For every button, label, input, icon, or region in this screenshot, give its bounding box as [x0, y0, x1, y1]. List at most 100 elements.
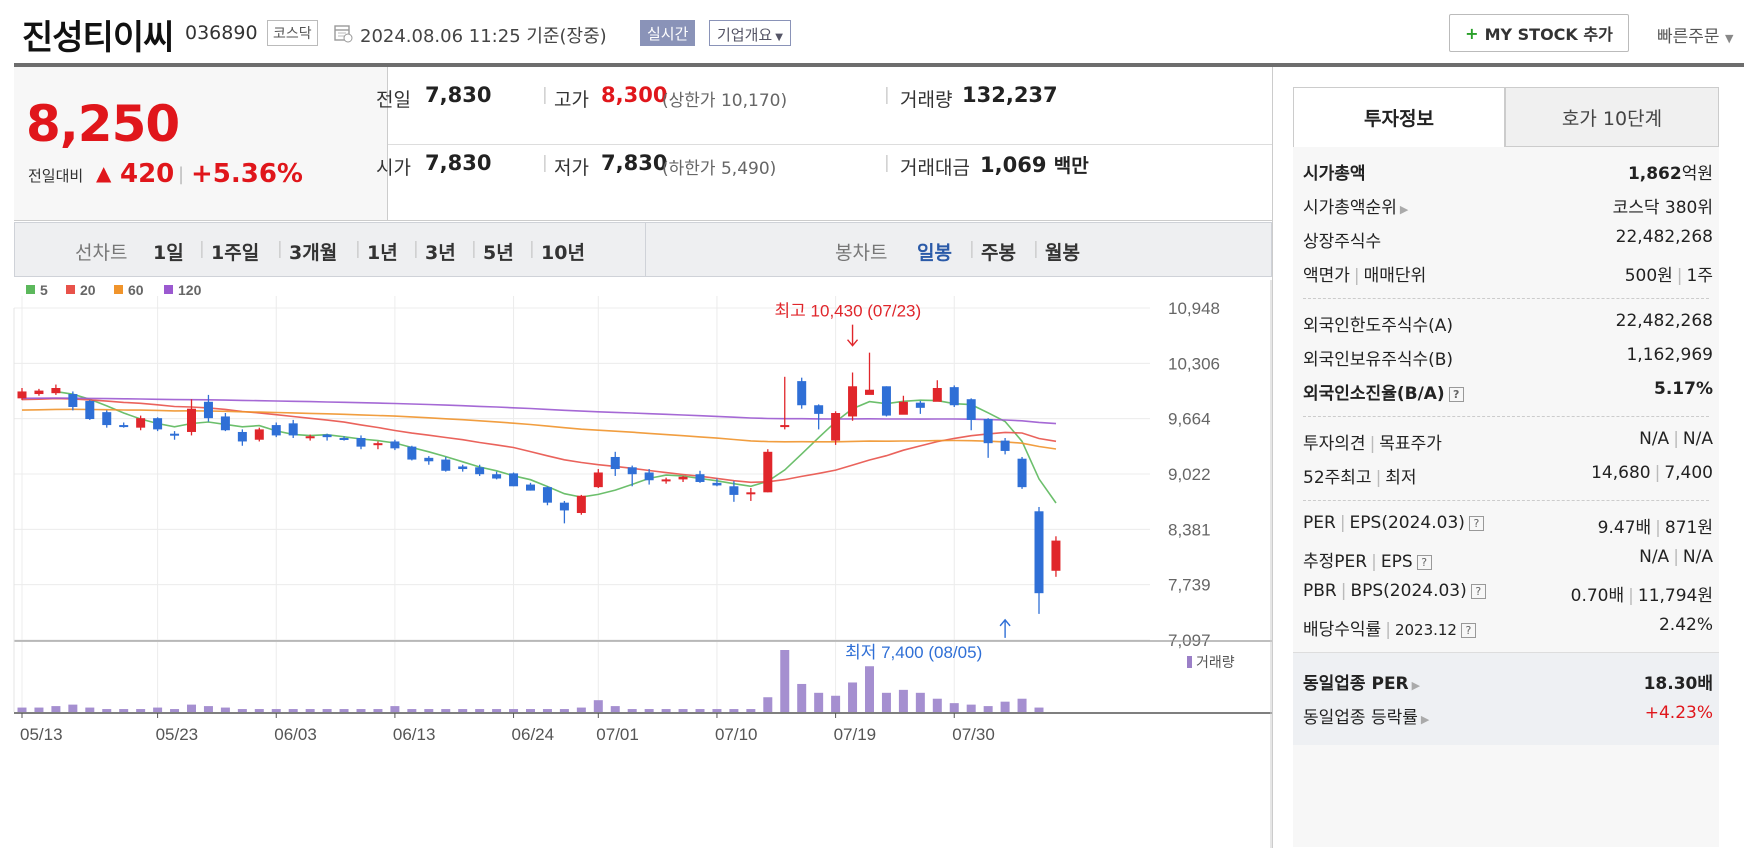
company-info-button[interactable]: 기업개요 ▼ — [709, 20, 791, 46]
volume-bar — [373, 709, 383, 712]
period-1y[interactable]: 1년 — [367, 242, 398, 264]
row-52w: 52주최고 | 최저 14,680 | 7,400 — [1303, 459, 1713, 489]
volume-bar — [203, 706, 213, 712]
divider — [1303, 416, 1709, 417]
period-5y[interactable]: 5년 — [483, 242, 514, 264]
pipe: | — [1340, 581, 1347, 601]
candle-body — [1000, 440, 1010, 451]
pipe: | — [1385, 620, 1391, 640]
realtime-button[interactable]: 실시간 — [640, 20, 696, 46]
period-1d[interactable]: 1일 — [153, 242, 184, 264]
volume-bar — [51, 706, 61, 712]
prev-close-value: 7,830 — [425, 83, 492, 107]
pbr-val: 0.70배 — [1570, 586, 1625, 606]
high-label: 고가 — [554, 89, 589, 111]
pipe: | — [1655, 518, 1661, 538]
help-icon[interactable]: ? — [1470, 583, 1486, 599]
upper-limit: (상한가 10,170) — [662, 91, 788, 111]
add-my-stock-label: MY STOCK 추가 — [1484, 25, 1613, 44]
candle-body — [390, 441, 400, 449]
volume-bar — [1034, 707, 1044, 712]
candle-monthly[interactable]: 월봉 — [1045, 242, 1080, 264]
volume-bar — [339, 709, 349, 712]
help-icon[interactable]: ? — [1460, 622, 1476, 638]
candle-body — [627, 467, 637, 475]
low-arrowhead — [999, 618, 1011, 627]
candle-body — [119, 425, 129, 428]
volume-bar — [627, 709, 637, 712]
pbr-value: 0.70배 | 11,794원 — [1571, 581, 1713, 606]
candlestick-chart[interactable]: 5 20 60 120 10,948 10,306 9,664 9,022 8,381 7,739… — [0, 280, 1272, 848]
x-tick-label: 07/19 — [834, 725, 877, 744]
volume-bar — [187, 704, 196, 712]
pipe: | — [1673, 547, 1679, 567]
row-est-per: 추정PER | EPS? N/A | N/A — [1303, 543, 1713, 573]
candle-body — [746, 492, 756, 495]
change-value: 420 — [120, 159, 175, 189]
tab-investment-info[interactable]: 투자정보 — [1293, 87, 1505, 147]
legend-swatch-20 — [66, 285, 75, 294]
volume-bar — [424, 709, 434, 712]
change-label: 전일대비 — [28, 167, 84, 185]
help-icon[interactable]: ? — [1416, 554, 1432, 570]
shares-value: 22,482,268 — [1615, 227, 1713, 247]
candle-body — [1034, 511, 1044, 594]
volume-bar — [983, 706, 993, 712]
pipe: | — [1339, 513, 1346, 533]
market-cap-unit: 억원 — [1681, 164, 1713, 184]
tab-orderbook-10[interactable]: 호가 10단계 — [1505, 87, 1719, 147]
period-3y[interactable]: 3년 — [425, 242, 456, 264]
open-label: 시가 — [376, 157, 411, 179]
candle-body — [848, 386, 858, 417]
volume-bar — [17, 707, 27, 712]
pipe: | — [199, 239, 205, 259]
per-val: 9.47배 — [1597, 518, 1652, 538]
sector-rate-label[interactable]: 동일업종 등락률 ▶ — [1303, 703, 1429, 728]
est-per-value: N/A | N/A — [1639, 547, 1713, 567]
candle-body — [831, 413, 841, 441]
candle-body — [271, 425, 281, 436]
calendar-icon — [334, 25, 353, 43]
help-icon[interactable]: ? — [1468, 515, 1484, 531]
row-foreign-rate: 외국인소진율(B/A)? 5.17% — [1303, 375, 1713, 405]
volume-bar — [407, 709, 417, 712]
pipe: | — [1033, 239, 1039, 259]
add-my-stock-button[interactable]: + MY STOCK 추가 — [1449, 14, 1629, 52]
legend-swatch-120 — [164, 285, 173, 294]
row-shares: 상장주식수 22,482,268 — [1303, 223, 1713, 253]
volume-bar — [678, 709, 688, 712]
candle-weekly[interactable]: 주봉 — [981, 242, 1016, 264]
volume-value: 132,237 — [962, 83, 1058, 107]
sector-per-label[interactable]: 동일업종 PER ▶ — [1303, 669, 1420, 694]
dividend-label: 배당수익률 | 2023.12? — [1303, 615, 1476, 640]
volume-bar — [661, 709, 671, 712]
volume-bar — [34, 707, 44, 712]
volume-bar — [932, 698, 942, 712]
ma-line-120 — [21, 397, 1057, 425]
legend-label-120: 120 — [178, 282, 202, 298]
candle-body — [526, 484, 535, 491]
candle-body — [34, 390, 44, 395]
market-cap-rank-value: 코스닥 380위 — [1612, 198, 1713, 218]
period-10y[interactable]: 10년 — [541, 242, 585, 264]
volume-bar — [153, 707, 163, 712]
row-per-eps: PER | EPS(2024.03)? 9.47배 | 871원 — [1303, 509, 1713, 539]
candle-daily[interactable]: 일봉 — [917, 242, 952, 264]
lower-limit-value: 5,490 — [720, 159, 770, 179]
period-1w[interactable]: 1주일 — [211, 242, 260, 264]
unit-label: 매매단위 — [1363, 266, 1427, 286]
candle-body — [695, 474, 705, 482]
legend-label-5: 5 — [40, 282, 48, 298]
upper-limit-value: 10,170 — [720, 91, 781, 111]
candle-body — [85, 400, 95, 420]
chevron-down-icon: ▼ — [775, 32, 783, 43]
help-icon[interactable]: ? — [1448, 386, 1464, 402]
market-cap-rank-label[interactable]: 시가총액순위 ▶ — [1303, 193, 1408, 218]
candle-body — [407, 446, 417, 460]
quick-order-button[interactable]: 빠른주문 ▼ — [1657, 22, 1733, 47]
pipe: | — [471, 239, 477, 259]
volume-bar — [559, 709, 569, 712]
period-3m[interactable]: 3개월 — [289, 242, 338, 264]
x-tick-label: 06/13 — [393, 725, 436, 744]
candle-body — [288, 423, 298, 436]
